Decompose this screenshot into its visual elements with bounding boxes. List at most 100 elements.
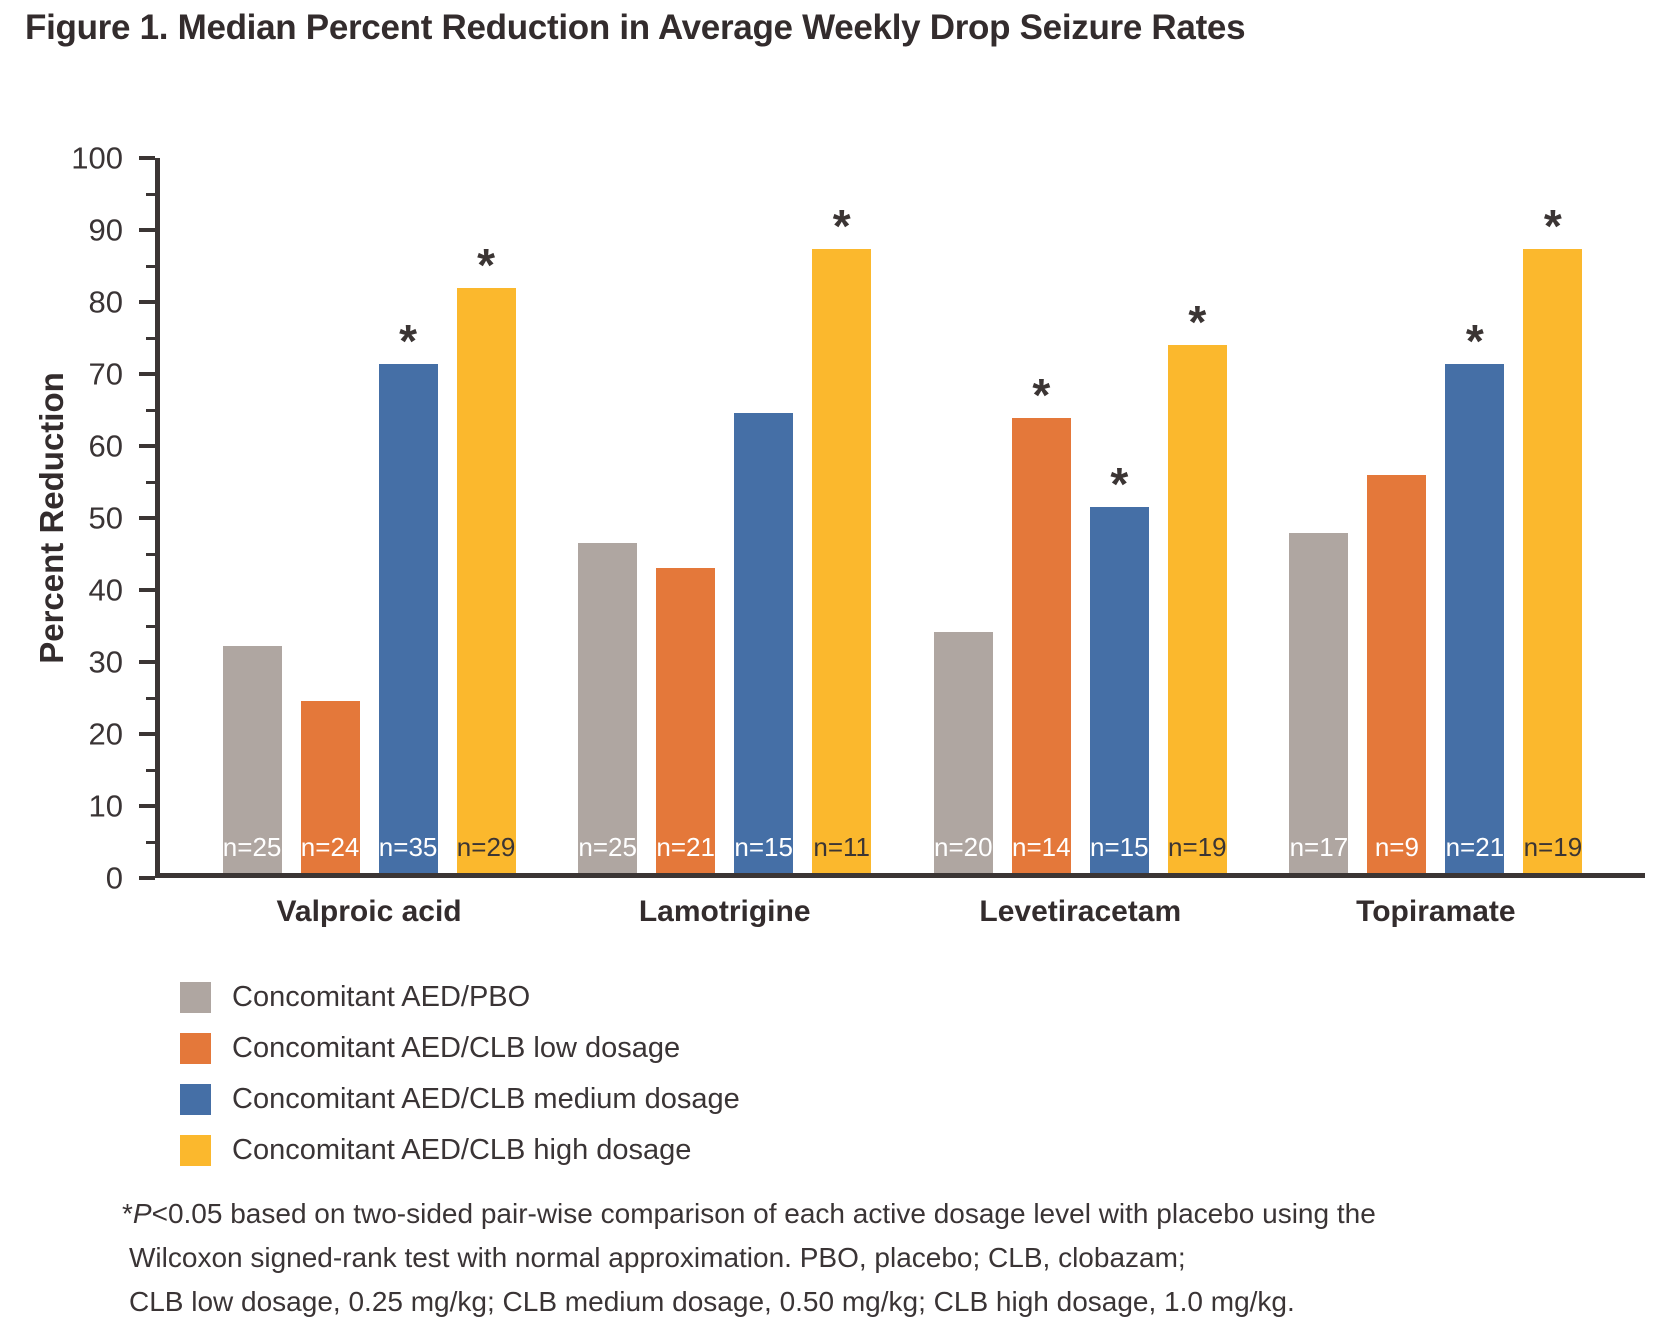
y-tick-label-70: 70 bbox=[88, 356, 123, 392]
y-tick-major-60 bbox=[139, 444, 155, 448]
bar-levetiracetam-concomitant-aed-clb-low-dosage: * n=14 bbox=[1011, 372, 1071, 873]
significance-asterisk: * bbox=[399, 314, 418, 367]
sample-size-label: n=25 bbox=[578, 832, 637, 862]
y-tick-major-40 bbox=[139, 588, 155, 592]
bar-topiramate-concomitant-aed-clb-medium-dosage: * n=21 bbox=[1445, 318, 1505, 873]
y-tick-minor-65 bbox=[146, 409, 155, 413]
bar-levetiracetam-concomitant-aed-clb-high-dosage: * n=19 bbox=[1167, 299, 1227, 873]
y-tick-label-0: 0 bbox=[105, 860, 123, 896]
bar-group-topiramate: n=17 n=9 * n=21 * n=19 Topiramate bbox=[1289, 158, 1583, 928]
sample-size-label: n=21 bbox=[1445, 832, 1505, 862]
significance-asterisk: * bbox=[1465, 314, 1484, 367]
category-label-levetiracetam: Levetiracetam bbox=[979, 895, 1182, 928]
legend: Concomitant AED/PBO Concomitant AED/CLB l… bbox=[180, 972, 740, 1176]
significance-asterisk: * bbox=[1543, 199, 1562, 252]
footnote-line-3: CLB low dosage, 0.25 mg/kg; CLB medium d… bbox=[129, 1286, 1295, 1317]
y-tick-minor-45 bbox=[146, 553, 155, 556]
significance-asterisk: * bbox=[832, 199, 851, 252]
sample-size-label: n=21 bbox=[656, 832, 715, 862]
y-tick-label-80: 80 bbox=[88, 284, 123, 320]
sample-size-label: n=17 bbox=[1289, 832, 1349, 862]
bar-valproic-acid-concomitant-aed-pbo: n=25 bbox=[222, 646, 282, 873]
category-label-lamotrigine: Lamotrigine bbox=[638, 895, 811, 928]
sample-size-label: n=24 bbox=[300, 832, 360, 862]
sample-size-label: n=11 bbox=[813, 832, 871, 862]
bar-lamotrigine-concomitant-aed-pbo: n=25 bbox=[578, 542, 638, 873]
y-tick-major-70 bbox=[139, 372, 155, 376]
sample-size-label: n=29 bbox=[456, 832, 516, 862]
legend-swatch-concomitant-aed-pbo bbox=[180, 982, 211, 1013]
sample-size-label: n=19 bbox=[1167, 832, 1227, 862]
significance-asterisk: * bbox=[1032, 368, 1051, 421]
y-tick-major-0 bbox=[139, 876, 155, 880]
bar-group-levetiracetam: n=20 * n=14 * n=15 * n=19 Levetiracetam bbox=[933, 158, 1227, 928]
y-tick-major-20 bbox=[139, 732, 155, 736]
y-tick-major-100 bbox=[139, 156, 155, 160]
sample-size-label: n=15 bbox=[1089, 832, 1149, 862]
category-label-valproic-acid: Valproic acid bbox=[276, 895, 462, 928]
significance-asterisk: * bbox=[1110, 457, 1129, 510]
legend-swatch-concomitant-aed-clb-medium-dosage bbox=[180, 1084, 211, 1115]
bar-group-valproic-acid: n=25 n=24 * n=35 * n=29 Valproic acid bbox=[222, 158, 516, 928]
y-tick-label-50: 50 bbox=[88, 500, 123, 536]
legend-label-concomitant-aed-pbo: Concomitant AED/PBO bbox=[232, 981, 531, 1013]
footnote-p-italic: P bbox=[132, 1198, 152, 1229]
y-tick-minor-75 bbox=[146, 337, 155, 340]
y-tick-minor-95 bbox=[146, 193, 155, 196]
y-tick-major-80 bbox=[139, 300, 155, 304]
footnote: *P<0.05 based on two-sided pair-wise com… bbox=[122, 1192, 1376, 1324]
legend-label-concomitant-aed-clb-medium-dosage: Concomitant AED/CLB medium dosage bbox=[232, 1083, 740, 1115]
bar-group-lamotrigine: n=25 n=21 n=15 * n=11 Lamotrigine bbox=[578, 158, 872, 928]
sample-size-label: n=9 bbox=[1374, 832, 1419, 862]
bar-lamotrigine-concomitant-aed-clb-high-dosage: * n=11 bbox=[812, 203, 872, 873]
sample-size-label: n=19 bbox=[1523, 832, 1583, 862]
sample-size-label: n=20 bbox=[933, 832, 993, 862]
legend-label-concomitant-aed-clb-high-dosage: Concomitant AED/CLB high dosage bbox=[232, 1134, 692, 1166]
legend-item-concomitant-aed-clb-low-dosage: Concomitant AED/CLB low dosage bbox=[180, 1023, 740, 1074]
y-tick-label-100: 100 bbox=[71, 140, 123, 176]
sample-size-label: n=35 bbox=[378, 832, 438, 862]
legend-item-concomitant-aed-clb-medium-dosage: Concomitant AED/CLB medium dosage bbox=[180, 1074, 740, 1125]
legend-swatch-concomitant-aed-clb-high-dosage bbox=[180, 1135, 211, 1166]
y-tick-label-90: 90 bbox=[88, 212, 123, 248]
bar-valproic-acid-concomitant-aed-clb-medium-dosage: * n=35 bbox=[378, 318, 438, 873]
sample-size-label: n=15 bbox=[734, 832, 793, 862]
y-tick-minor-5 bbox=[146, 841, 155, 844]
bar-valproic-acid-concomitant-aed-clb-low-dosage: n=24 bbox=[300, 701, 360, 873]
y-tick-major-90 bbox=[139, 228, 155, 232]
sample-size-label: n=25 bbox=[222, 832, 282, 862]
y-tick-major-30 bbox=[139, 660, 155, 664]
footnote-line-1: *P<0.05 based on two-sided pair-wise com… bbox=[122, 1192, 1376, 1236]
legend-item-concomitant-aed-clb-high-dosage: Concomitant AED/CLB high dosage bbox=[180, 1125, 740, 1176]
y-tick-major-50 bbox=[139, 516, 155, 520]
y-tick-minor-85 bbox=[146, 265, 155, 268]
bar-levetiracetam-concomitant-aed-clb-medium-dosage: * n=15 bbox=[1089, 461, 1149, 873]
footnote-asterisk: * bbox=[122, 1198, 133, 1229]
y-tick-minor-55 bbox=[146, 481, 155, 484]
y-tick-label-60: 60 bbox=[88, 428, 123, 464]
plot-area: 0 10 20 30 40 50 60 70 80 90 100 n=25 n=24 * n=35 * n=2… bbox=[71, 143, 1645, 928]
y-tick-minor-35 bbox=[146, 625, 155, 628]
legend-item-concomitant-aed-pbo: Concomitant AED/PBO bbox=[180, 972, 740, 1023]
category-label-topiramate: Topiramate bbox=[1356, 895, 1516, 928]
figure-title: Figure 1. Median Percent Reduction in Av… bbox=[25, 8, 1246, 47]
footnote-line-2: Wilcoxon signed-rank test with normal ap… bbox=[129, 1242, 1186, 1273]
bar-topiramate-concomitant-aed-clb-high-dosage: * n=19 bbox=[1523, 203, 1583, 873]
bar-lamotrigine-concomitant-aed-clb-medium-dosage: n=15 bbox=[734, 413, 794, 873]
bar-topiramate-concomitant-aed-pbo: n=17 bbox=[1289, 532, 1349, 873]
significance-asterisk: * bbox=[477, 239, 496, 292]
y-tick-major-10 bbox=[139, 804, 155, 808]
y-tick-label-20: 20 bbox=[88, 716, 123, 752]
y-tick-label-10: 10 bbox=[88, 788, 123, 824]
legend-label-concomitant-aed-clb-low-dosage: Concomitant AED/CLB low dosage bbox=[232, 1032, 681, 1064]
y-tick-minor-15 bbox=[146, 769, 155, 772]
footnote-line-1-text: <0.05 based on two-sided pair-wise compa… bbox=[151, 1198, 1376, 1229]
y-tick-minor-25 bbox=[146, 697, 155, 700]
y-tick-label-40: 40 bbox=[88, 572, 123, 608]
bar-levetiracetam-concomitant-aed-pbo: n=20 bbox=[933, 632, 993, 873]
sample-size-label: n=14 bbox=[1011, 832, 1071, 862]
bar-valproic-acid-concomitant-aed-clb-high-dosage: * n=29 bbox=[456, 242, 516, 873]
bar-lamotrigine-concomitant-aed-clb-low-dosage: n=21 bbox=[656, 567, 716, 873]
significance-asterisk: * bbox=[1188, 296, 1207, 349]
legend-swatch-concomitant-aed-clb-low-dosage bbox=[180, 1033, 211, 1064]
